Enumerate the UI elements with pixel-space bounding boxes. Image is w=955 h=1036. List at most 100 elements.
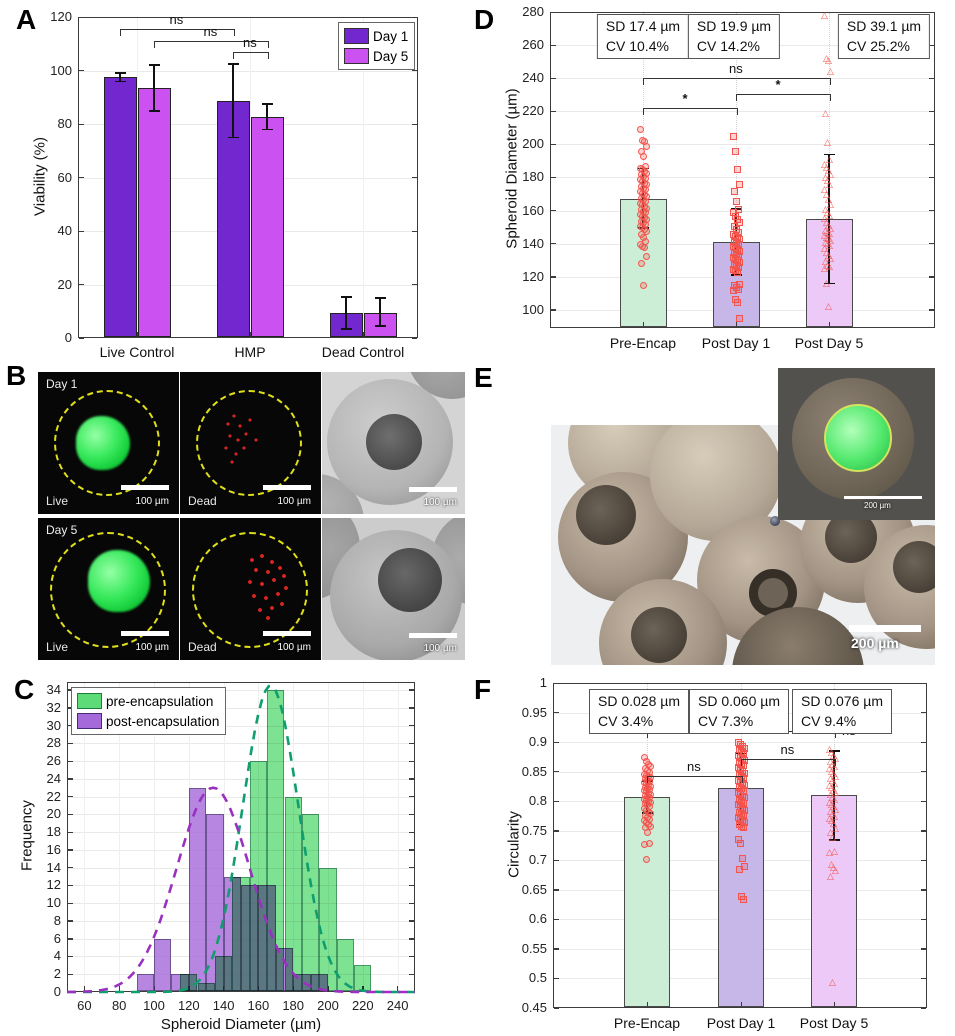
- scatter-point: △: [828, 765, 835, 776]
- air-bubble: [770, 516, 780, 526]
- scatter-point: △: [829, 775, 836, 786]
- error-bar-cap: [261, 103, 273, 105]
- scatter-point: △: [821, 230, 828, 240]
- tick-mark: [83, 986, 86, 991]
- tick-mark: [412, 177, 417, 179]
- scatter-point: △: [831, 777, 838, 788]
- bar-live-control: [137, 87, 171, 337]
- tick-mark: [554, 977, 559, 980]
- scatter-point: △: [825, 54, 832, 65]
- sig-label: *: [775, 76, 781, 92]
- y-tick-label: 200: [522, 136, 544, 152]
- tick-mark: [412, 284, 417, 286]
- dead-cells-speckles: [220, 410, 266, 468]
- scatter-point: △: [830, 784, 837, 795]
- stat-sd: SD 0.076 µm: [801, 693, 883, 709]
- micrograph-day5-dead: Dead 100 µm: [180, 518, 321, 660]
- x-tick-label: 60: [77, 998, 92, 1013]
- scale-bar-label: 200 µm: [851, 635, 899, 651]
- scatter-point: △: [826, 780, 833, 790]
- tick-mark: [551, 11, 556, 13]
- y-tick-label: 14: [46, 859, 61, 875]
- scatter-point: △: [825, 233, 832, 244]
- scatter-point: [737, 803, 745, 811]
- stat-sd: SD 19.9 µm: [696, 18, 772, 34]
- scatter-point: △: [830, 817, 837, 828]
- y-tick-label: 0: [53, 984, 61, 999]
- hist-bar-pre-encapsulation: [214, 956, 233, 991]
- scatter-point: △: [831, 846, 838, 857]
- scatter-point: △: [825, 220, 832, 231]
- error-bar-cap: [148, 64, 160, 67]
- tick-mark: [409, 849, 414, 851]
- gridline-x: [362, 683, 364, 991]
- error-bar-cap: [114, 72, 126, 75]
- scatter-point: △: [821, 243, 828, 254]
- y-tick-label: 8: [53, 912, 61, 928]
- tick-mark: [921, 712, 926, 714]
- legend-label: pre-encapsulation: [106, 693, 214, 709]
- error-bar: [153, 65, 155, 111]
- scatter-point: △: [831, 794, 838, 805]
- tick-mark: [412, 337, 417, 339]
- y-tick-label: 260: [522, 37, 544, 53]
- scatter-point: △: [825, 193, 832, 204]
- y-tick-label: 60: [57, 169, 72, 185]
- scatter-point: [734, 269, 742, 277]
- scatter-point: △: [822, 236, 829, 247]
- scatter-point: △: [828, 746, 835, 757]
- sig-bracket: [647, 775, 743, 783]
- bar-pre-encap: [624, 797, 670, 1007]
- legend-swatch: [344, 28, 369, 44]
- scatter-point: [737, 839, 745, 847]
- axis-ylabel: Frequency: [18, 800, 36, 871]
- tick-mark: [68, 796, 73, 798]
- x-tick-label: 80: [111, 998, 127, 1013]
- stat-box: SD 17.4 µm CV 10.4%: [596, 14, 690, 60]
- scatter-point: [731, 187, 739, 195]
- tick-mark: [551, 176, 556, 179]
- tick-mark: [409, 884, 414, 887]
- x-tick-label: Pre-Encap: [609, 335, 677, 351]
- error-bar-cap: [148, 109, 160, 112]
- legend-label: Day 5: [373, 48, 409, 64]
- stat-cv: CV 9.4%: [801, 712, 857, 729]
- tick-mark: [551, 309, 556, 311]
- tick-mark: [921, 741, 926, 743]
- tick-mark: [79, 284, 84, 286]
- scatter-point: △: [828, 798, 835, 809]
- tick-mark: [249, 332, 251, 337]
- stat-cv: CV 14.2%: [696, 37, 760, 54]
- x-tick-label: Post Day 1: [701, 335, 771, 351]
- scatter-point: [735, 801, 743, 809]
- scatter-point: △: [827, 66, 834, 77]
- scatter-point: [733, 197, 741, 205]
- y-tick-label: 240: [522, 70, 544, 86]
- stat-sd: SD 17.4 µm: [605, 18, 681, 34]
- y-tick-label: 4: [53, 948, 61, 964]
- y-tick-label: 0.65: [521, 881, 547, 897]
- gridline-y: [551, 144, 934, 146]
- x-tick-label: 140: [212, 998, 235, 1013]
- scatter-point: △: [823, 162, 830, 173]
- x-tick-label: 220: [351, 998, 374, 1013]
- scatter-point: △: [827, 827, 834, 838]
- scatter-point: △: [822, 256, 829, 267]
- tick-mark: [409, 955, 414, 958]
- scale-bar: [409, 633, 457, 638]
- tick-mark: [551, 210, 556, 212]
- scatter-point: △: [827, 789, 834, 800]
- y-tick-label: 6: [53, 930, 61, 946]
- scatter-point: [735, 764, 743, 772]
- scatter-point: △: [823, 277, 830, 288]
- scatter-point: [640, 153, 648, 161]
- scatter-point: △: [826, 261, 833, 272]
- scatter-point: △: [824, 226, 831, 237]
- error-bar-cap: [227, 136, 239, 139]
- scatter-point: △: [826, 228, 833, 239]
- y-tick-label: 20: [46, 806, 61, 822]
- tick-mark: [68, 991, 73, 993]
- tick-mark: [929, 243, 934, 245]
- y-tick-label: 0.8: [528, 793, 547, 809]
- tick-mark: [79, 177, 84, 179]
